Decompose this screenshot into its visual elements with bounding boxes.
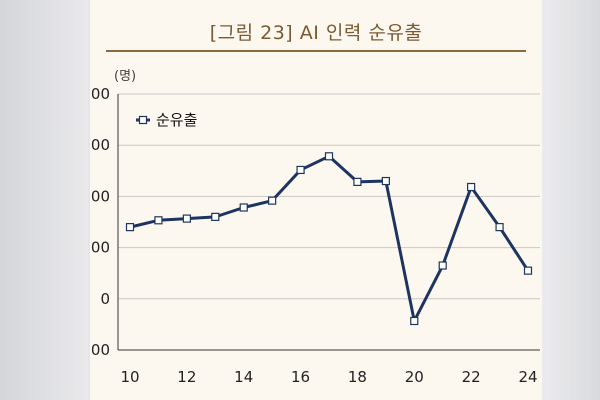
data-point <box>495 223 504 232</box>
grid-lines <box>118 93 540 300</box>
y-tick-label: 300 <box>90 239 110 257</box>
data-point <box>154 216 163 225</box>
x-tick-label: 22 <box>462 368 481 386</box>
plot-frame <box>117 94 540 351</box>
data-point <box>523 266 533 275</box>
data-point <box>125 223 135 232</box>
line-chart: (명) −30003006009001200 1012141618202224 … <box>90 69 540 386</box>
data-point <box>182 214 191 223</box>
data-point <box>353 177 362 186</box>
data-point <box>268 196 277 205</box>
x-tick-label: 14 <box>234 368 253 386</box>
legend-marker <box>138 115 148 125</box>
figure-card: [그림 23] AI 인력 순유출 (명) −300 0 300 600 900 1200… <box>90 0 542 400</box>
x-tick-label: 10 <box>120 368 139 386</box>
series-line <box>129 154 530 323</box>
x-tick-label: 20 <box>405 368 424 386</box>
y-axis-ticks: −300 0 300 600 900 1200 <box>90 85 110 359</box>
y-tick-label: 1200 <box>90 85 110 103</box>
data-point <box>381 176 390 186</box>
data-point <box>239 203 248 212</box>
x-tick-label: 16 <box>291 368 310 386</box>
legend: 순유출 <box>136 111 197 129</box>
data-point <box>410 316 419 326</box>
legend-label: 순유출 <box>156 111 197 129</box>
y-axis-unit: (명) <box>114 69 136 84</box>
data-points <box>125 152 533 326</box>
data-point <box>296 165 305 175</box>
data-point <box>467 182 476 192</box>
x-tick-label: 24 <box>518 368 537 386</box>
series-lines <box>129 154 530 323</box>
background-right <box>540 0 600 400</box>
y-tick-label: 600 <box>90 187 110 205</box>
figure-title: [그림 23] AI 인력 순유출 <box>209 22 423 44</box>
data-point <box>438 261 447 270</box>
background-left <box>0 0 88 400</box>
title-divider <box>106 50 526 52</box>
x-tick-label: 18 <box>348 368 367 386</box>
x-tick-label: 12 <box>177 368 196 386</box>
y-tick-label: 0 <box>100 290 110 308</box>
data-point <box>211 212 220 221</box>
y-tick-label: −300 <box>90 341 110 359</box>
x-axis-ticks: 10 12 14 16 18 20 22 24 <box>120 368 537 386</box>
y-tick-label: 900 <box>90 136 110 154</box>
data-point <box>324 152 334 161</box>
